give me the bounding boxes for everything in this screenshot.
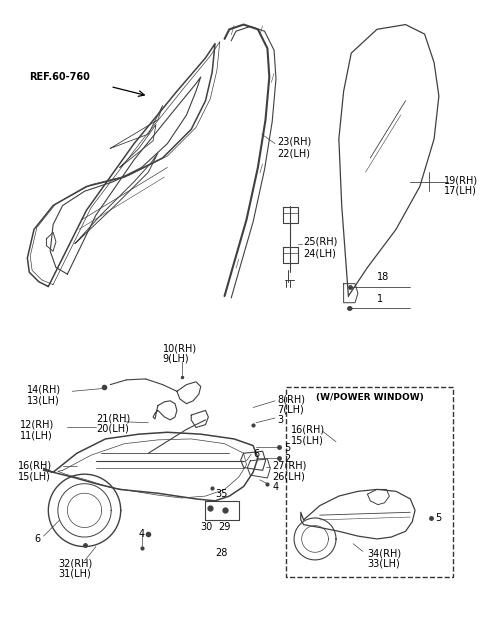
- Text: 19(RH): 19(RH): [444, 175, 478, 185]
- Text: 12(RH): 12(RH): [20, 420, 54, 430]
- Text: 1: 1: [377, 294, 383, 304]
- Text: 18: 18: [377, 272, 389, 281]
- Text: 13(LH): 13(LH): [27, 395, 60, 405]
- Text: 4: 4: [272, 482, 278, 492]
- Text: 11(LH): 11(LH): [20, 430, 52, 441]
- Text: 9(LH): 9(LH): [163, 353, 189, 363]
- Text: 35: 35: [215, 489, 228, 500]
- Text: REF.60-760: REF.60-760: [29, 72, 90, 82]
- Text: 15(LH): 15(LH): [291, 435, 324, 445]
- Text: 34(RH): 34(RH): [367, 548, 402, 559]
- Text: 8(RH): 8(RH): [277, 394, 305, 404]
- Text: 31(LH): 31(LH): [58, 569, 91, 578]
- Text: 7(LH): 7(LH): [277, 404, 304, 415]
- Text: 3: 3: [277, 415, 283, 425]
- Text: 17(LH): 17(LH): [444, 186, 477, 195]
- Text: 5: 5: [435, 514, 441, 523]
- Text: 16(RH): 16(RH): [291, 425, 325, 435]
- Text: 6: 6: [253, 450, 259, 460]
- Text: 16(RH): 16(RH): [18, 461, 52, 471]
- Bar: [287, 387, 453, 577]
- Text: 24(LH): 24(LH): [304, 249, 336, 259]
- Text: 32(RH): 32(RH): [58, 558, 92, 568]
- Text: 10(RH): 10(RH): [163, 344, 197, 354]
- Text: 5: 5: [285, 443, 291, 453]
- Text: 28: 28: [215, 548, 228, 559]
- Text: 27(RH): 27(RH): [272, 461, 307, 471]
- Text: 30: 30: [201, 522, 213, 532]
- Text: 26(LH): 26(LH): [272, 471, 305, 481]
- Text: 29: 29: [218, 522, 230, 532]
- Text: 23(RH): 23(RH): [277, 137, 311, 147]
- Text: 2: 2: [285, 454, 291, 464]
- Text: (W/POWER WINDOW): (W/POWER WINDOW): [316, 393, 424, 402]
- Text: 33(LH): 33(LH): [367, 559, 400, 569]
- Text: 22(LH): 22(LH): [277, 148, 310, 158]
- Text: 4: 4: [139, 529, 145, 540]
- Text: 21(RH): 21(RH): [96, 413, 130, 424]
- Text: 15(LH): 15(LH): [18, 471, 51, 481]
- Text: 20(LH): 20(LH): [96, 424, 129, 434]
- Text: 25(RH): 25(RH): [304, 237, 338, 247]
- Text: 6: 6: [34, 534, 40, 544]
- Text: 14(RH): 14(RH): [27, 385, 61, 394]
